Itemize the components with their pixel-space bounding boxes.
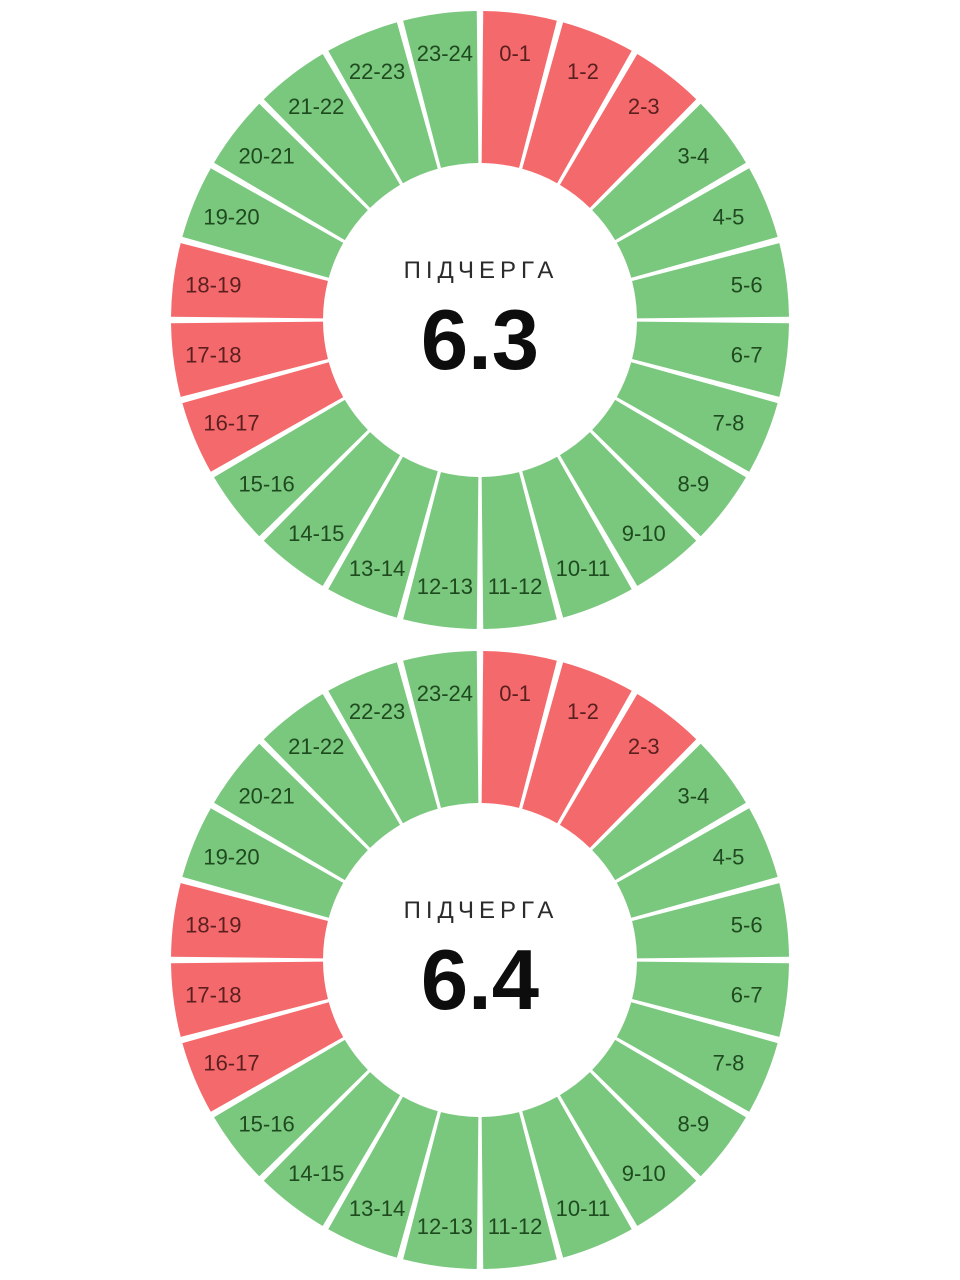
svg-text:3-4: 3-4: [678, 784, 710, 809]
svg-text:21-22: 21-22: [288, 94, 344, 119]
svg-text:5-6: 5-6: [731, 272, 763, 297]
svg-text:2-3: 2-3: [628, 94, 660, 119]
svg-text:23-24: 23-24: [417, 681, 473, 706]
svg-text:23-24: 23-24: [417, 41, 473, 66]
svg-text:0-1: 0-1: [499, 681, 531, 706]
svg-text:16-17: 16-17: [203, 1050, 259, 1075]
svg-text:18-19: 18-19: [185, 912, 241, 937]
svg-text:6.3: 6.3: [421, 293, 539, 388]
svg-text:10-11: 10-11: [556, 556, 611, 581]
svg-text:0-1: 0-1: [499, 41, 531, 66]
svg-text:15-16: 15-16: [238, 471, 294, 496]
svg-text:9-10: 9-10: [622, 1161, 666, 1186]
svg-text:18-19: 18-19: [185, 272, 241, 297]
svg-text:20-21: 20-21: [238, 144, 294, 169]
svg-text:22-23: 22-23: [349, 59, 405, 84]
svg-text:11-12: 11-12: [488, 574, 543, 599]
svg-text:10-11: 10-11: [556, 1196, 611, 1221]
svg-text:21-22: 21-22: [288, 734, 344, 759]
svg-text:19-20: 19-20: [203, 845, 259, 870]
svg-text:22-23: 22-23: [349, 699, 405, 724]
svg-text:6-7: 6-7: [731, 983, 763, 1008]
svg-text:3-4: 3-4: [678, 144, 710, 169]
svg-text:6-7: 6-7: [731, 343, 763, 368]
svg-text:1-2: 1-2: [567, 59, 599, 84]
svg-text:8-9: 8-9: [678, 471, 710, 496]
svg-text:ПІДЧЕРГА: ПІДЧЕРГА: [404, 897, 559, 924]
svg-text:13-14: 13-14: [349, 556, 405, 581]
svg-text:16-17: 16-17: [203, 410, 259, 435]
svg-text:6.4: 6.4: [421, 933, 539, 1028]
svg-text:20-21: 20-21: [238, 784, 294, 809]
svg-text:17-18: 17-18: [185, 983, 241, 1008]
svg-text:14-15: 14-15: [288, 1161, 344, 1186]
svg-text:4-5: 4-5: [713, 845, 745, 870]
svg-text:9-10: 9-10: [622, 521, 666, 546]
svg-text:7-8: 7-8: [713, 1050, 745, 1075]
svg-text:19-20: 19-20: [203, 205, 259, 230]
svg-text:2-3: 2-3: [628, 734, 660, 759]
svg-text:13-14: 13-14: [349, 1196, 405, 1221]
svg-text:12-13: 12-13: [417, 1214, 473, 1239]
svg-text:5-6: 5-6: [731, 912, 763, 937]
svg-text:1-2: 1-2: [567, 699, 599, 724]
svg-text:8-9: 8-9: [678, 1111, 710, 1136]
svg-text:7-8: 7-8: [713, 410, 745, 435]
svg-text:15-16: 15-16: [238, 1111, 294, 1136]
svg-text:17-18: 17-18: [185, 343, 241, 368]
svg-text:ПІДЧЕРГА: ПІДЧЕРГА: [404, 257, 559, 284]
svg-text:11-12: 11-12: [488, 1214, 543, 1239]
svg-text:14-15: 14-15: [288, 521, 344, 546]
svg-text:12-13: 12-13: [417, 574, 473, 599]
svg-text:4-5: 4-5: [713, 205, 745, 230]
